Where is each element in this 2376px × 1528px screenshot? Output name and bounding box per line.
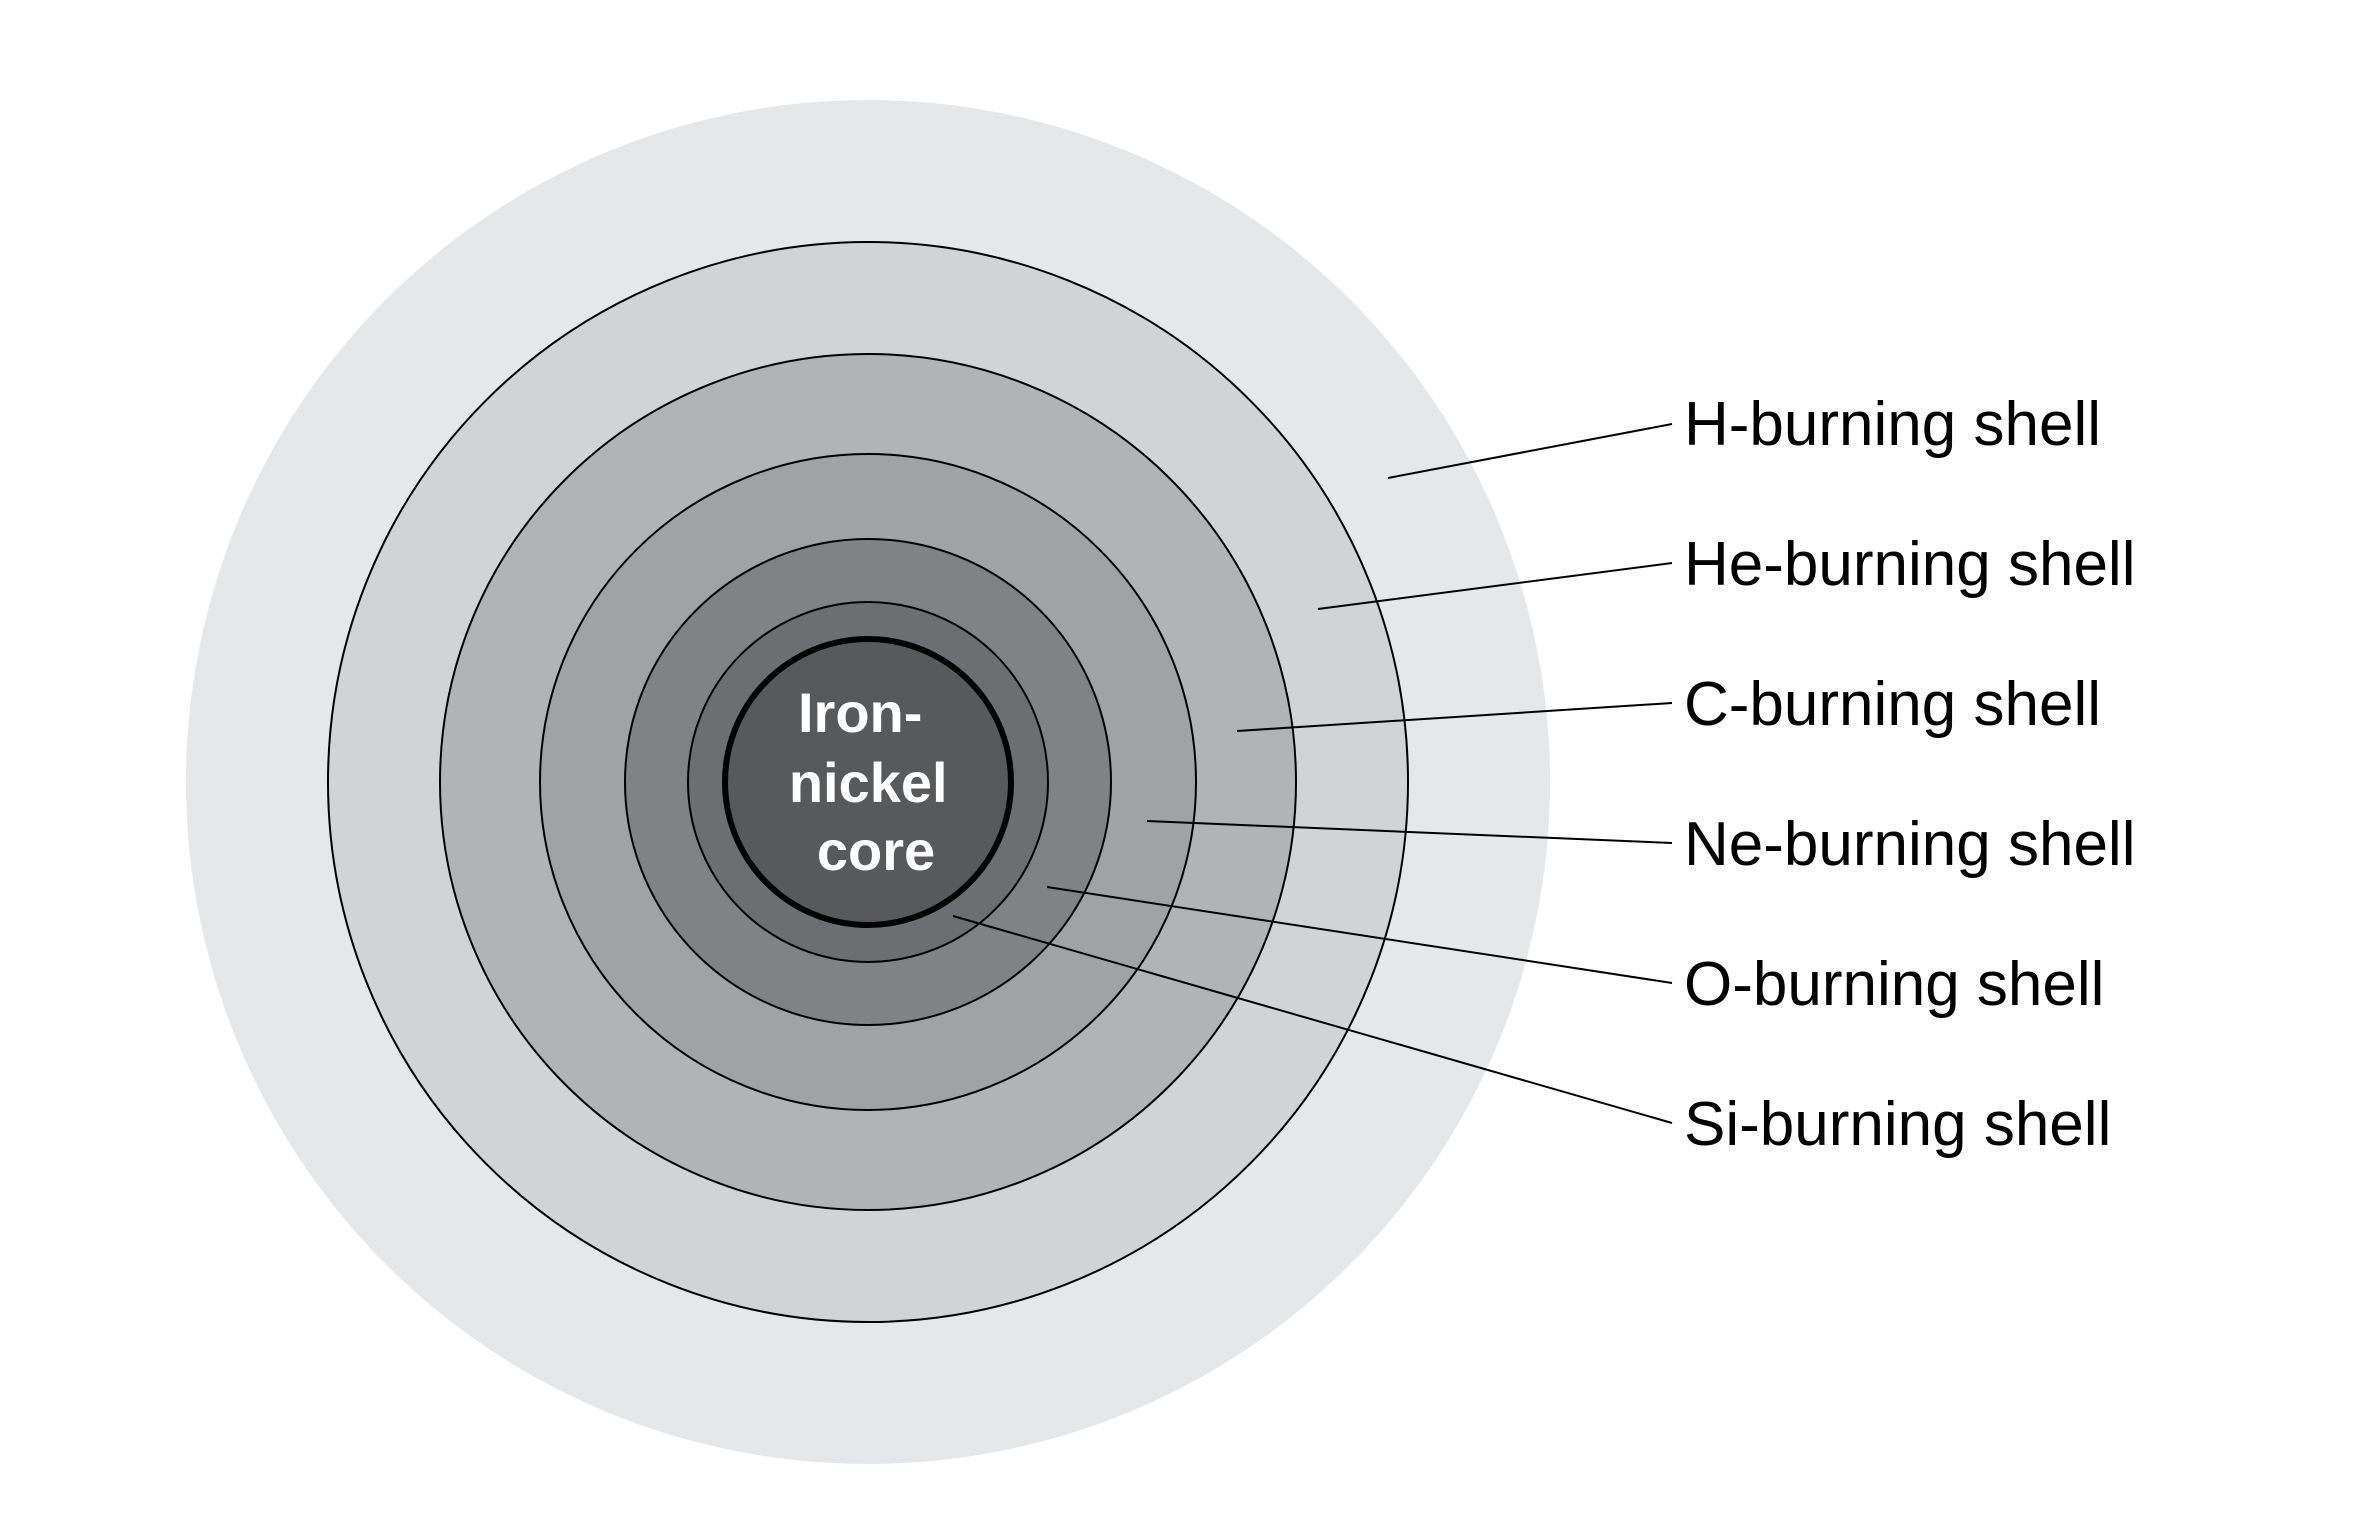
shell-label-si-burning: Si-burning shell	[1684, 1090, 2111, 1159]
leader-line-o-burning	[1046, 886, 1673, 984]
shell-label-c-burning: C-burning shell	[1684, 670, 2101, 739]
core-label-line-3: core	[817, 819, 935, 882]
shell-label-ne-burning: Ne-burning shell	[1684, 810, 2135, 879]
shell-label-o-burning: O-burning shell	[1684, 950, 2104, 1019]
core-label-line-1: Iron-	[798, 681, 922, 744]
core-label: Iron- nickel core	[789, 681, 963, 882]
leader-line-c-burning	[1236, 702, 1673, 732]
leader-line-h-burning	[1387, 423, 1673, 479]
leader-line-si-burning	[952, 915, 1673, 1124]
shell-label-he-burning: He-burning shell	[1684, 530, 2135, 599]
iron-nickel-core-circle	[722, 636, 1014, 928]
core-label-line-2: nickel	[789, 751, 948, 814]
leader-line-ne-burning	[1146, 820, 1673, 844]
leader-line-he-burning	[1317, 562, 1673, 610]
shell-label-h-burning: H-burning shell	[1684, 390, 2101, 459]
